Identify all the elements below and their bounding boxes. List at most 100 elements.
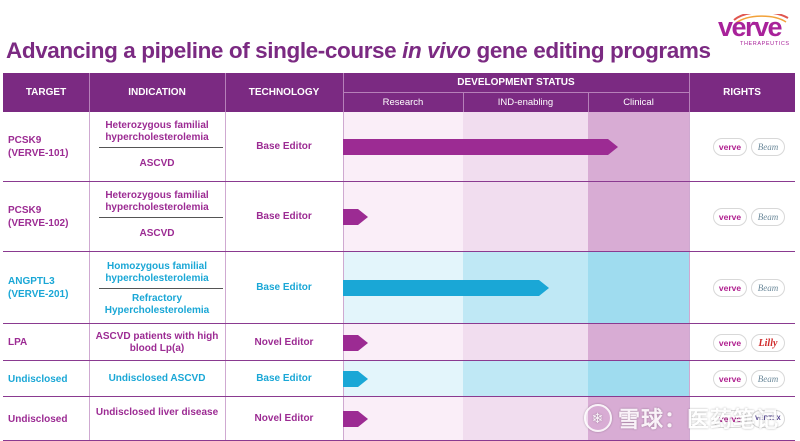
watermark-text: 雪球：医药笔记 xyxy=(618,407,780,432)
header-divider xyxy=(588,92,589,112)
column-divider xyxy=(225,182,226,252)
watermark: ❄ 雪球：医药笔记 xyxy=(584,398,800,438)
indication-divider xyxy=(99,288,223,289)
page-title: Advancing a pipeline of single-course in… xyxy=(6,38,726,64)
header-divider xyxy=(89,73,90,112)
header-stage-ind: IND-enabling xyxy=(497,97,554,108)
partner-logo-lilly: Lilly xyxy=(751,334,785,352)
target-line: (VERVE-102) xyxy=(8,218,69,229)
column-divider xyxy=(689,252,690,324)
row-indication: Heterozygous familial hypercholesterolem… xyxy=(105,190,209,213)
logo-wordmark: verve xyxy=(718,12,783,42)
title-text-2: gene editing programs xyxy=(476,38,711,63)
status-zone xyxy=(463,397,588,441)
row-technology: Base Editor xyxy=(256,141,312,152)
status-zone xyxy=(463,324,588,361)
partner-logo-beam: Beam xyxy=(751,138,785,156)
row-divider xyxy=(3,251,795,252)
progress-arrow-shape xyxy=(343,139,618,155)
header-rights: RIGHTS xyxy=(723,87,761,98)
header-development-status: DEVELOPMENT STATUS xyxy=(457,77,575,88)
row-indication: Heterozygous familial hypercholesterolem… xyxy=(105,120,209,143)
title-text-italic: in vivo xyxy=(402,38,471,63)
row-technology: Base Editor xyxy=(256,373,312,384)
header-divider xyxy=(343,92,689,93)
row-divider xyxy=(3,396,795,397)
column-divider xyxy=(689,397,690,441)
pipeline-table: TARGET INDICATION TECHNOLOGY DEVELOPMENT… xyxy=(3,73,795,441)
row-target: Undisclosed xyxy=(8,413,67,426)
logo-subtitle: THERAPEUTICS xyxy=(740,41,790,47)
table-row: Undisclosed Undisclosed liver disease Nove… xyxy=(3,397,795,441)
target-line: Undisclosed xyxy=(8,374,68,385)
row-technology: Novel Editor xyxy=(254,337,314,348)
column-divider xyxy=(225,112,226,182)
row-divider xyxy=(3,360,795,361)
row-indication-secondary: Refractory Hypercholesterolemia xyxy=(104,293,210,316)
row-indication: ASCVD patients with high blood Lp(a) xyxy=(95,331,219,354)
logo-swirl-icon xyxy=(733,14,789,24)
progress-arrow xyxy=(343,335,368,351)
status-zone xyxy=(588,324,689,361)
row-indication-secondary: ASCVD xyxy=(139,228,175,239)
row-indication-secondary: ASCVD xyxy=(139,158,175,169)
column-divider xyxy=(689,112,690,182)
partner-logo-beam: Beam xyxy=(751,208,785,226)
header-divider xyxy=(689,73,690,112)
column-divider xyxy=(689,182,690,252)
column-divider xyxy=(89,324,90,361)
table-row: PCSK9 (VERVE-102) Heterozygous familial hy… xyxy=(3,182,795,252)
header-stage-clinical: Clinical xyxy=(623,97,654,108)
progress-arrow-shape xyxy=(343,209,368,225)
status-zone xyxy=(588,182,689,252)
partner-logo-beam: Beam xyxy=(751,279,785,297)
progress-arrow xyxy=(343,411,368,427)
partner-logo-verve: verve xyxy=(713,334,747,352)
row-indication: Undisclosed ASCVD xyxy=(108,373,206,384)
partner-logo-beam: Beam xyxy=(751,370,785,388)
status-zone xyxy=(588,252,689,324)
column-divider xyxy=(689,324,690,361)
column-divider xyxy=(89,252,90,324)
progress-arrow-shape xyxy=(343,371,368,387)
progress-arrow xyxy=(343,139,618,155)
progress-arrow-shape xyxy=(343,335,368,351)
target-line: LPA xyxy=(8,337,28,348)
partner-logo-verve: verve xyxy=(713,208,747,226)
row-target: LPA xyxy=(8,336,27,349)
table-row: PCSK9 (VERVE-101) Heterozygous familial hy… xyxy=(3,112,795,182)
indication-divider xyxy=(99,147,223,148)
target-line: Undisclosed xyxy=(8,414,68,425)
target-line: (VERVE-201) xyxy=(8,289,69,300)
row-target: PCSK9 (VERVE-102) xyxy=(8,204,68,230)
status-zone xyxy=(588,361,689,397)
row-technology: Base Editor xyxy=(256,211,312,222)
partner-logo-verve: verve xyxy=(713,279,747,297)
header-divider xyxy=(225,73,226,112)
header-target: TARGET xyxy=(25,87,67,98)
target-line: ANGPTL3 xyxy=(8,276,55,287)
partner-logo-verve: verve xyxy=(713,410,747,428)
row-indication: Undisclosed liver disease xyxy=(95,407,219,418)
target-line: (VERVE-101) xyxy=(8,148,69,159)
column-divider xyxy=(89,361,90,397)
partner-logo-verve: verve xyxy=(713,370,747,388)
column-divider xyxy=(225,397,226,441)
row-target: ANGPTL3 (VERVE-201) xyxy=(8,275,68,301)
column-divider xyxy=(225,252,226,324)
column-divider xyxy=(89,112,90,182)
table-row: ANGPTL3 (VERVE-201) Homozygous familial hy… xyxy=(3,252,795,324)
progress-arrow xyxy=(343,209,368,225)
progress-arrow xyxy=(343,371,368,387)
column-divider xyxy=(689,361,690,397)
progress-arrow-shape xyxy=(343,280,549,296)
row-divider xyxy=(3,323,795,324)
column-divider xyxy=(89,182,90,252)
status-zone xyxy=(463,361,588,397)
row-divider xyxy=(3,181,795,182)
header-stage-research: Research xyxy=(382,97,424,108)
header-indication: INDICATION xyxy=(128,87,186,98)
snowball-icon: ❄ xyxy=(584,404,612,432)
column-divider xyxy=(225,361,226,397)
partner-logo-vertex: VERTEX xyxy=(751,410,785,428)
